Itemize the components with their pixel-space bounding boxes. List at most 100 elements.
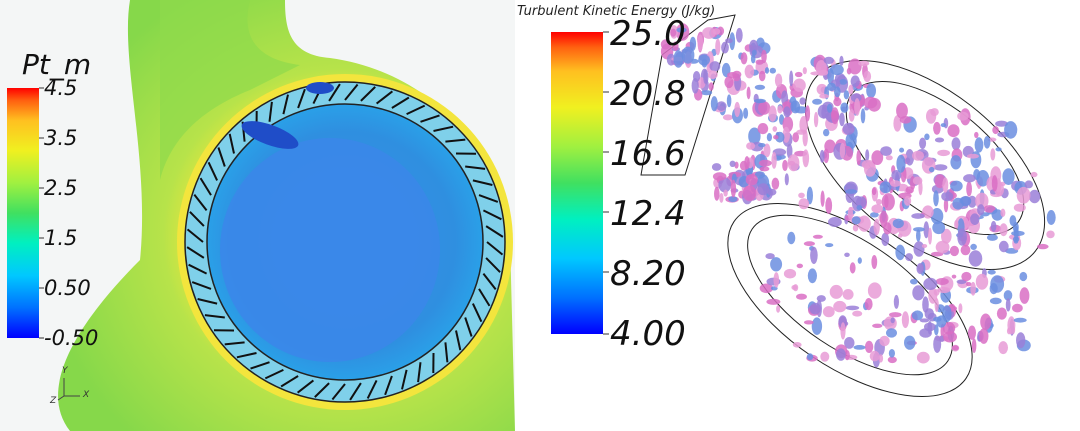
iso-fragment	[995, 120, 1008, 127]
iso-fragment	[1004, 121, 1018, 139]
iso-fragment	[774, 73, 783, 88]
iso-fragment	[873, 218, 880, 236]
iso-fragment	[998, 240, 1009, 253]
blade	[366, 379, 378, 399]
iso-fragment	[896, 154, 906, 173]
iso-fragment	[843, 90, 850, 100]
iso-fragment	[824, 139, 836, 154]
iso-fragment	[799, 116, 808, 134]
iso-fragment	[725, 38, 733, 44]
iso-fragment	[1046, 210, 1056, 225]
iso-fragment	[1013, 239, 1019, 244]
iso-fragment	[799, 97, 806, 105]
iso-fragment	[968, 325, 976, 340]
iso-fragment	[673, 50, 684, 68]
iso-fragment	[949, 245, 959, 257]
iso-fragment	[922, 205, 934, 219]
iso-fragment	[963, 174, 976, 183]
blade	[188, 263, 208, 275]
iso-fragment	[892, 218, 904, 229]
iso-fragment	[796, 263, 803, 269]
iso-fragment	[885, 155, 893, 161]
iso-fragment	[700, 90, 713, 96]
iso-fragment	[864, 161, 876, 177]
iso-fragment	[730, 179, 737, 198]
blade	[360, 86, 376, 102]
iso-fragment	[860, 108, 866, 124]
axis-label-z: Z	[50, 396, 57, 406]
blade	[401, 369, 408, 390]
iso-fragment	[856, 205, 863, 211]
colorbar-tick-label: 8.20	[610, 254, 686, 294]
iso-fragment	[913, 241, 925, 257]
iso-fragment	[970, 151, 982, 169]
iso-fragment	[833, 300, 847, 313]
iso-fragment	[816, 295, 826, 302]
colorbar-tick-label: 25.0	[610, 14, 686, 54]
iso-fragment	[871, 204, 884, 214]
iso-fragment	[702, 27, 716, 39]
iso-fragment	[904, 195, 912, 206]
iso-fragment	[919, 137, 927, 149]
iso-fragment	[916, 229, 921, 242]
iso-fragment	[782, 159, 788, 172]
iso-fragment	[992, 126, 999, 135]
iso-fragment	[758, 70, 766, 82]
iso-fragment	[904, 335, 916, 350]
iso-fragment	[769, 67, 776, 74]
blade	[193, 193, 208, 212]
colorbar-tick-label: 12.4	[610, 194, 686, 234]
iso-fragment	[839, 79, 848, 85]
iso-fragment	[937, 286, 951, 294]
iso-fragment	[943, 198, 949, 213]
iso-fragment	[750, 54, 756, 64]
iso-fragment	[960, 244, 971, 256]
blade	[485, 225, 504, 238]
iso-fragment	[952, 197, 964, 210]
iso-fragment	[857, 257, 862, 264]
tke-isosurface-view: Turbulent Kinetic Energy (J/kg) 25.0 20.…	[515, 0, 1080, 431]
iso-fragment	[930, 108, 939, 117]
iso-fragment	[820, 190, 825, 207]
iso-fragment	[934, 137, 945, 143]
iso-fragment	[912, 285, 925, 301]
blade	[420, 114, 440, 123]
iso-fragment	[757, 183, 770, 196]
iso-fragment	[1005, 298, 1011, 312]
iso-fragment	[863, 96, 878, 109]
iso-fragment	[880, 146, 892, 157]
blade	[199, 177, 212, 196]
iso-fragment	[951, 137, 961, 151]
blade	[417, 362, 422, 383]
iso-fragment	[735, 27, 743, 43]
iso-fragment	[719, 192, 724, 203]
blade	[349, 382, 362, 401]
blade	[433, 125, 454, 132]
iso-fragment	[910, 278, 918, 285]
iso-fragment	[942, 177, 949, 193]
iso-fragment	[777, 105, 783, 114]
iso-fragment	[970, 213, 980, 225]
iso-fragment	[831, 107, 839, 125]
blade	[344, 83, 359, 101]
iso-fragment	[761, 49, 767, 64]
iso-fragment	[672, 41, 679, 51]
iso-fragment	[807, 268, 817, 284]
iso-fragment	[709, 61, 721, 72]
low-pressure-spot	[241, 121, 299, 149]
iso-fragment	[726, 94, 732, 108]
iso-fragment	[966, 153, 979, 159]
iso-fragment	[991, 175, 998, 192]
iso-fragment	[826, 103, 833, 113]
iso-fragment	[912, 150, 924, 161]
iso-fragment	[786, 143, 793, 159]
iso-fragment	[1037, 243, 1049, 250]
blade	[197, 298, 218, 305]
iso-fragment	[980, 313, 992, 331]
iso-fragment	[734, 101, 741, 118]
iso-fragment	[766, 133, 772, 142]
blade	[445, 138, 466, 143]
iso-fragment	[934, 298, 939, 312]
iso-fragment	[748, 127, 761, 145]
iso-fragment	[729, 160, 736, 167]
